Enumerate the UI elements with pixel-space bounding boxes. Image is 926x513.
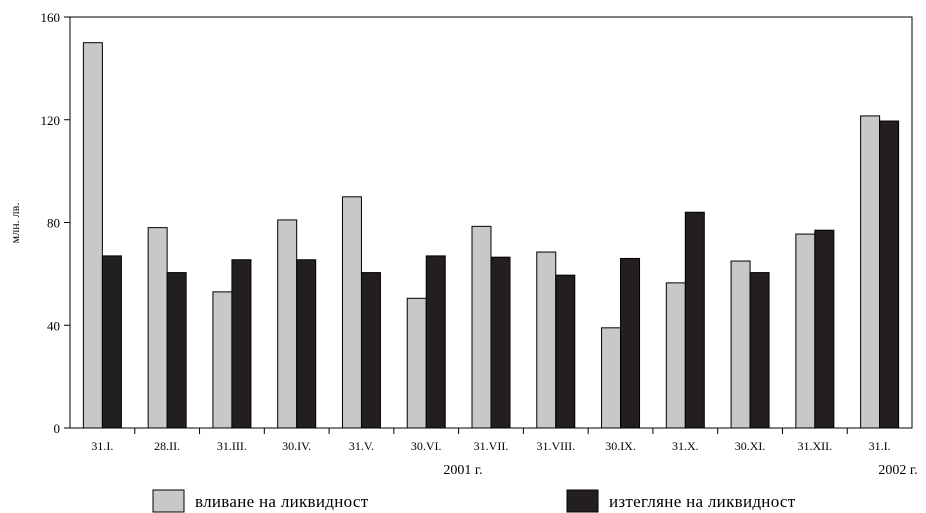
bar-withdrawal [166,272,187,429]
legend: вливане на ликвидност изтегляне на ликви… [152,489,796,513]
y-tick-label: 0 [54,421,61,436]
legend-label-withdrawal: изтегляне на ликвидност [609,492,796,511]
bar-withdrawal [814,229,835,429]
x-tick-label: 31.V. [349,439,374,453]
bar-injection [860,115,881,429]
x-tick-label: 28.II. [154,439,180,453]
bar-injection [82,42,103,429]
bar-injection [406,297,427,429]
y-tick-label: 120 [41,113,61,128]
x-tick-label: 30.VI. [411,439,442,453]
bar-withdrawal [620,257,641,429]
bar-injection [471,225,492,429]
bar-withdrawal [555,274,576,429]
y-tick-label: 80 [47,216,60,231]
x-tick-label: 31.XII. [798,439,833,453]
bar-withdrawal [684,211,705,429]
bar-withdrawal [360,272,381,429]
bar-injection [795,233,816,429]
legend-swatch-injection [152,489,185,513]
bar-injection [730,260,751,429]
x-tick-label: 31.III. [217,439,247,453]
y-tick-label: 160 [41,10,61,25]
bar-injection [665,282,686,429]
bar-withdrawal [490,256,511,429]
y-tick-label: 40 [47,318,60,333]
bar-injection [277,219,298,429]
bar-injection [341,196,362,429]
x-tick-label: 31.VIII. [536,439,575,453]
x-axis-ticks: 31.I. 28.II. 31.III. 30.IV. 31.V. 30.VI. 31.VI… [91,428,891,453]
year-label-2002: 2002 г. [878,463,917,478]
x-tick-label: 31.VII. [474,439,509,453]
bar-withdrawal [425,255,446,429]
x-tick-label: 30.IX. [605,439,636,453]
bar-withdrawal [749,272,770,429]
y-axis-ticks: 0 40 80 120 160 [41,10,70,436]
bar-withdrawal [101,255,122,429]
bar-injection [601,327,622,429]
bars [82,42,900,429]
bar-withdrawal [296,259,317,429]
year-label-2001: 2001 г. [443,463,482,478]
x-tick-label: 30.IV. [282,439,311,453]
legend-swatch-withdrawal [566,489,599,513]
bar-injection [212,291,233,429]
bar-withdrawal [231,259,252,429]
bar-withdrawal [879,120,900,429]
plot-area-frame [69,16,913,429]
bar-injection [147,227,168,429]
bar-injection [536,251,557,429]
x-tick-label: 30.XI. [735,439,766,453]
y-axis-title: млн. лв. [8,203,22,244]
legend-label-injection: вливане на ликвидност [195,492,369,511]
x-tick-label: 31.I. [91,439,113,453]
x-tick-label: 31.I. [869,439,891,453]
x-tick-label: 31.X. [672,439,699,453]
